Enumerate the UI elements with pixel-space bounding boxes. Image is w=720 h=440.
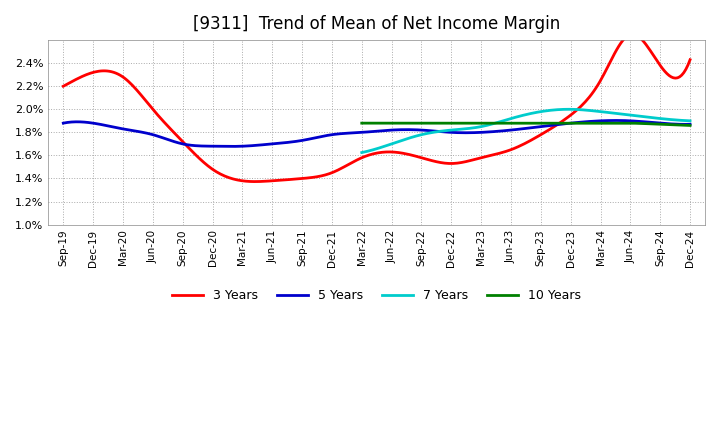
10 Years — [553, 121, 562, 126]
10 Years — [552, 121, 560, 126]
Line: 10 Years: 10 Years — [361, 123, 690, 125]
3 Years — [445, 161, 454, 166]
10 Years — [559, 121, 567, 126]
10 Years — [656, 122, 665, 127]
5 Years — [227, 144, 235, 149]
3 Years — [61, 82, 70, 88]
Title: [9311]  Trend of Mean of Net Income Margin: [9311] Trend of Mean of Net Income Margi… — [193, 15, 560, 33]
5 Years — [590, 118, 598, 124]
7 Years — [564, 106, 572, 112]
3 Years — [685, 57, 694, 62]
7 Years — [553, 107, 562, 112]
5 Years — [631, 118, 640, 124]
Line: 3 Years: 3 Years — [63, 34, 690, 182]
10 Years — [635, 121, 644, 126]
5 Years — [445, 130, 454, 135]
7 Years — [559, 107, 567, 112]
5 Years — [59, 121, 68, 126]
5 Years — [434, 129, 443, 134]
10 Years — [614, 121, 623, 126]
3 Years — [432, 159, 441, 165]
Line: 5 Years: 5 Years — [63, 121, 690, 147]
7 Years — [357, 150, 366, 155]
5 Years — [61, 120, 70, 125]
7 Years — [552, 107, 560, 112]
7 Years — [656, 116, 665, 121]
3 Years — [590, 89, 598, 94]
Line: 7 Years: 7 Years — [361, 109, 690, 153]
5 Years — [685, 121, 694, 127]
3 Years — [59, 84, 68, 89]
3 Years — [627, 32, 636, 37]
7 Years — [685, 118, 694, 124]
3 Years — [434, 160, 443, 165]
10 Years — [685, 123, 694, 128]
Legend: 3 Years, 5 Years, 7 Years, 10 Years: 3 Years, 5 Years, 7 Years, 10 Years — [167, 284, 586, 307]
7 Years — [359, 150, 367, 155]
10 Years — [359, 121, 367, 126]
3 Years — [631, 32, 640, 37]
5 Years — [613, 118, 621, 123]
5 Years — [432, 128, 441, 134]
7 Years — [635, 114, 644, 119]
10 Years — [357, 121, 366, 126]
3 Years — [250, 179, 258, 184]
